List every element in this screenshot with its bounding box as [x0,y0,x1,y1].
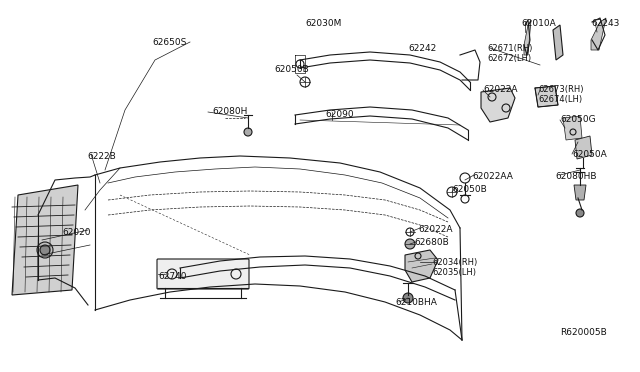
Circle shape [37,242,53,258]
Polygon shape [563,116,582,140]
Polygon shape [574,185,586,200]
Text: 62242: 62242 [408,44,436,53]
Text: 62090: 62090 [325,110,354,119]
Text: 62050B: 62050B [274,65,308,74]
Text: 62243: 62243 [591,19,620,28]
Text: 62022AA: 62022AA [472,172,513,181]
Text: 62673(RH): 62673(RH) [538,85,584,94]
Polygon shape [575,136,592,159]
Polygon shape [553,25,563,60]
Text: 6222B: 6222B [87,152,116,161]
Text: 62080HB: 62080HB [555,172,596,181]
Polygon shape [524,20,531,55]
Text: 62080H: 62080H [212,107,248,116]
Text: 62674(LH): 62674(LH) [538,95,582,104]
Text: 62740: 62740 [158,272,186,281]
Text: 62680B: 62680B [414,238,449,247]
Text: 62034(RH): 62034(RH) [432,258,477,267]
Circle shape [405,239,415,249]
Text: R620005B: R620005B [560,328,607,337]
Polygon shape [481,88,515,122]
Text: 62672(LH): 62672(LH) [487,54,531,63]
Polygon shape [405,250,438,282]
Polygon shape [12,185,78,295]
Text: 62010A: 62010A [521,19,556,28]
Circle shape [244,128,252,136]
Text: 62022A: 62022A [483,85,518,94]
Text: 6210BHA: 6210BHA [395,298,437,307]
Circle shape [40,245,50,255]
Text: 62022A: 62022A [418,225,452,234]
Polygon shape [535,86,558,107]
Text: 62650S: 62650S [152,38,186,47]
Text: 62671(RH): 62671(RH) [487,44,532,53]
Text: 62035(LH): 62035(LH) [432,268,476,277]
Polygon shape [591,18,606,50]
Circle shape [576,209,584,217]
Text: 62020: 62020 [62,228,90,237]
Circle shape [403,293,413,303]
Text: 62030M: 62030M [305,19,341,28]
Text: 62050B: 62050B [452,185,487,194]
Text: 62050A: 62050A [572,150,607,159]
Text: 62050G: 62050G [560,115,596,124]
FancyBboxPatch shape [157,259,249,289]
